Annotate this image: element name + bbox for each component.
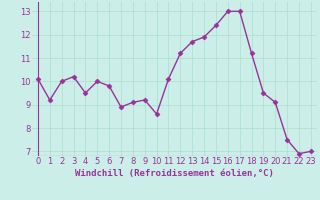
X-axis label: Windchill (Refroidissement éolien,°C): Windchill (Refroidissement éolien,°C)	[75, 169, 274, 178]
